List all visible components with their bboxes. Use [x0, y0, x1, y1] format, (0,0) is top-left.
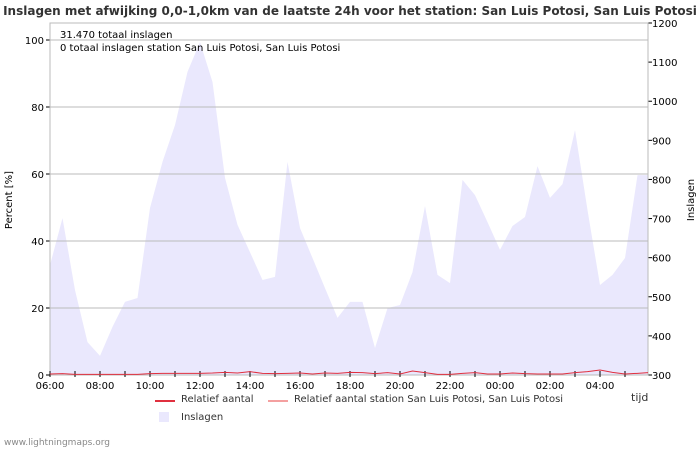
annotation-total: 31.470 totaal inslagen	[60, 30, 172, 41]
plot-frame	[49, 22, 649, 376]
relatief-line	[49, 369, 649, 375]
y-tick-label: 60	[31, 170, 44, 181]
y-right-tick-label: 1000	[652, 97, 677, 108]
legend-swatch-inslagen	[159, 412, 169, 422]
y-right-tick-label: 500	[652, 293, 671, 304]
x-tick-label: 20:00	[386, 381, 415, 392]
footer-credit: www.lightningmaps.org	[4, 438, 110, 448]
y-tick-label: 40	[31, 237, 44, 248]
legend-swatch-relatief	[155, 400, 175, 402]
x-tick-label: 02:00	[536, 381, 565, 392]
y-right-tick-label: 400	[652, 332, 671, 343]
x-tick-label: 16:00	[286, 381, 315, 392]
x-tick-label: 06:00	[36, 381, 65, 392]
y-right-tick-label: 900	[652, 136, 671, 147]
y-tick-label: 100	[25, 36, 44, 47]
y-right-tick-label: 300	[652, 371, 671, 382]
y-axis-label: Percent [%]	[4, 171, 15, 229]
legend-swatch-station	[268, 400, 288, 402]
x-axis-label: tijd	[631, 391, 649, 404]
y-tick-label: 20	[31, 304, 44, 315]
y-right-tick-label: 1200	[652, 19, 677, 30]
chart-title: Inslagen met afwijking 0,0-1,0km van de …	[3, 4, 697, 18]
legend-label-station: Relatief aantal station San Luis Potosi,…	[294, 394, 564, 405]
annotation-station: 0 totaal inslagen station San Luis Potos…	[60, 43, 340, 54]
x-tick-label: 04:00	[586, 381, 615, 392]
y-tick-label: 0	[38, 371, 44, 382]
y-right-tick-label: 800	[652, 175, 671, 186]
x-tick-label: 12:00	[186, 381, 215, 392]
x-tick-label: 22:00	[436, 381, 465, 392]
x-tick-label: 10:00	[136, 381, 165, 392]
y-right-axis-label: Inslagen	[686, 179, 697, 221]
x-tick-label: 08:00	[86, 381, 115, 392]
x-tick-label: 14:00	[236, 381, 265, 392]
y-right-tick-label: 600	[652, 254, 671, 265]
x-tick-label: 00:00	[486, 381, 515, 392]
y-right-tick-label: 700	[652, 215, 671, 226]
y-right-tick-label: 1100	[652, 58, 677, 69]
legend-label-relatief: Relatief aantal	[181, 394, 254, 405]
y-tick-label: 80	[31, 103, 44, 114]
x-tick-label: 18:00	[336, 381, 365, 392]
inslagen-area	[50, 42, 648, 376]
legend-label-inslagen: Inslagen	[181, 412, 224, 423]
